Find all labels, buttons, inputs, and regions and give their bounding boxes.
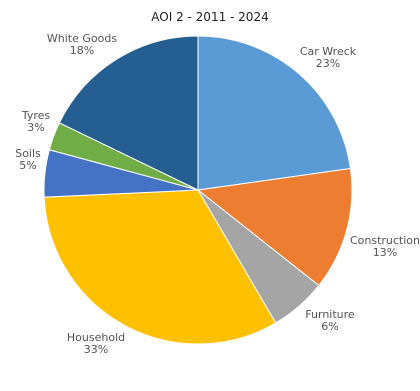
pie-slice-car-wreck (197, 35, 352, 191)
slice-percent: 5% (19, 159, 36, 172)
slice-label-furniture: Furniture 6% (305, 308, 355, 333)
slice-percent: 18% (70, 44, 94, 57)
pie-slice-construction (196, 167, 353, 287)
slice-name: Soils (15, 147, 41, 160)
slice-label-household: Household 33% (67, 331, 125, 356)
chart-title: AOI 2 - 2011 - 2024 (151, 10, 268, 24)
pie-slices (43, 35, 353, 345)
slice-label-tyres: Tyres 3% (21, 109, 51, 134)
slice-name: White Goods (47, 32, 117, 45)
slice-percent: 3% (27, 121, 44, 134)
slice-percent: 23% (316, 57, 340, 70)
slice-label-soils: Soils 5% (15, 147, 41, 172)
slice-percent: 6% (321, 320, 338, 333)
slice-label-car-wreck: Car Wreck 23% (300, 45, 357, 70)
slice-name: Construction (350, 234, 420, 247)
slice-label-white-goods: White Goods 18% (47, 32, 117, 57)
pie-labels: Car Wreck 23% Construction 13% Furniture 6% Ho… (15, 32, 420, 356)
slice-label-construction: Construction 13% (350, 234, 420, 259)
slice-percent: 13% (373, 246, 397, 259)
pie-slice-white-goods (58, 35, 199, 191)
slice-name: Tyres (21, 109, 51, 122)
slice-name: Household (67, 331, 125, 344)
slice-name: Car Wreck (300, 45, 357, 58)
pie-slice-household (43, 189, 277, 345)
slice-name: Furniture (305, 308, 355, 321)
slice-percent: 33% (84, 343, 108, 356)
